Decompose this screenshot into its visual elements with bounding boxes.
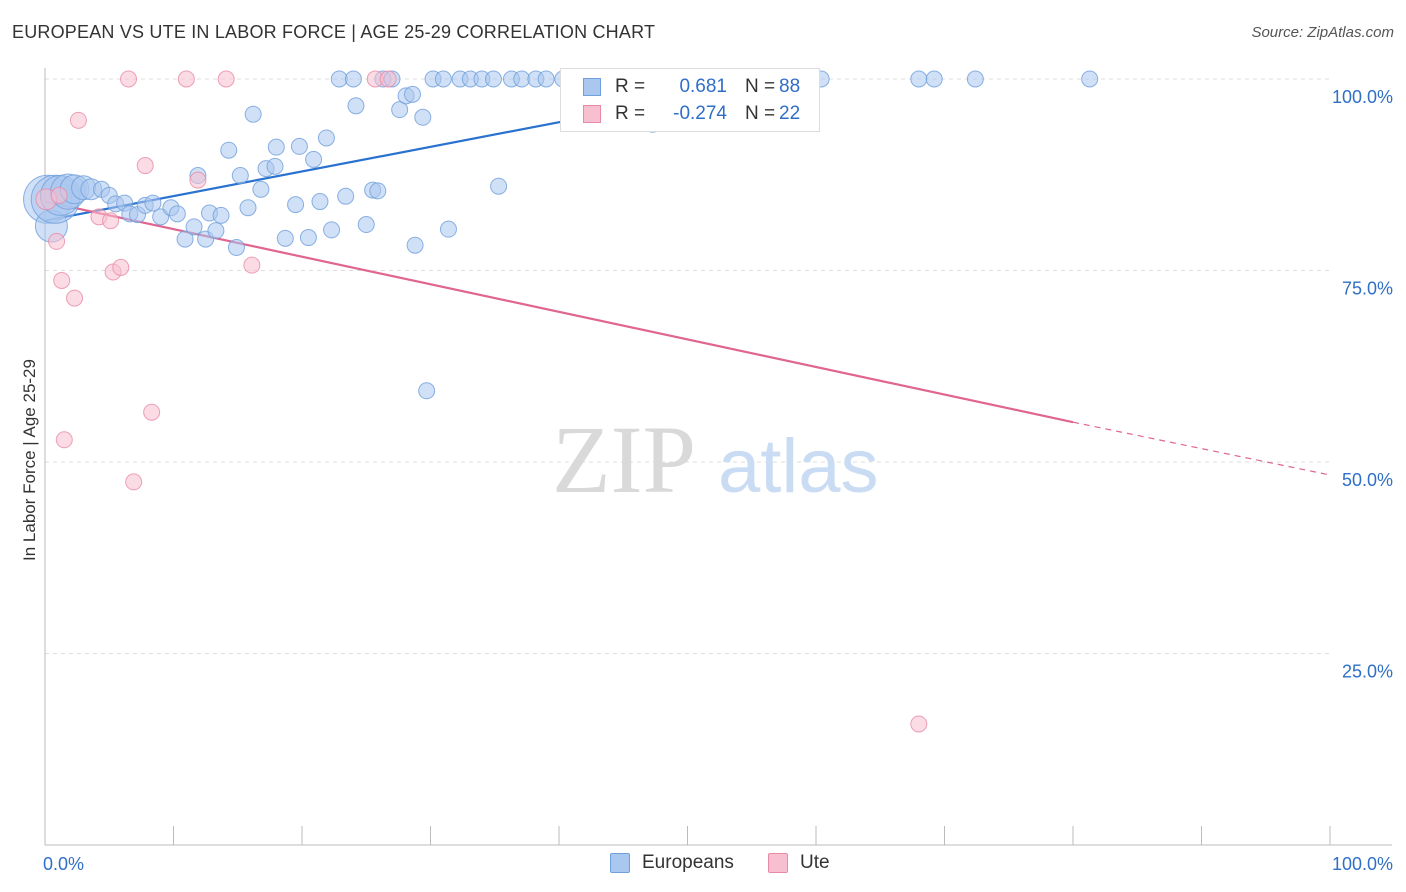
europeans-point bbox=[406, 236, 424, 254]
points-layer bbox=[23, 70, 1099, 733]
europeans-point bbox=[290, 137, 308, 155]
ute-point bbox=[177, 70, 195, 88]
europeans-point bbox=[207, 222, 225, 240]
europeans-point bbox=[266, 157, 284, 175]
stats-legend-row-ute: R = -0.274 N = 22 bbox=[583, 102, 800, 126]
europeans-point bbox=[176, 230, 194, 248]
europeans-point bbox=[323, 221, 341, 239]
series-legend: Europeans Ute bbox=[0, 852, 1406, 876]
ute-point bbox=[143, 403, 161, 421]
legend-label-ute: Ute bbox=[800, 852, 830, 873]
europeans-point bbox=[537, 70, 555, 88]
legend-item-europeans[interactable]: Europeans bbox=[610, 852, 734, 874]
chart-title: EUROPEAN VS UTE IN LABOR FORCE | AGE 25-… bbox=[12, 22, 656, 42]
europeans-point bbox=[227, 239, 245, 257]
ute-point bbox=[69, 111, 87, 129]
europeans-point bbox=[252, 180, 270, 198]
ute-point bbox=[53, 271, 71, 289]
ute-trendline-extension bbox=[1072, 421, 1331, 476]
x-tick-label: 0.0% bbox=[43, 854, 84, 874]
ute-point bbox=[55, 431, 73, 449]
ute-point bbox=[243, 256, 261, 274]
ute-point bbox=[217, 70, 235, 88]
europeans-point bbox=[337, 187, 355, 205]
r-label: R = bbox=[615, 76, 646, 97]
europeans-point bbox=[317, 129, 335, 147]
europeans-point bbox=[513, 70, 531, 88]
europeans-point bbox=[168, 205, 186, 223]
europeans-point bbox=[185, 218, 203, 236]
europeans-point bbox=[276, 229, 294, 247]
ute-point bbox=[379, 70, 397, 88]
europeans-point bbox=[490, 177, 508, 195]
europeans-point bbox=[357, 216, 375, 234]
europeans-point bbox=[966, 70, 984, 88]
r-value: 0.681 bbox=[679, 76, 727, 97]
europeans-point bbox=[287, 196, 305, 214]
europeans-legend-swatch bbox=[610, 853, 630, 873]
europeans-point bbox=[404, 85, 422, 103]
europeans-point bbox=[311, 193, 329, 211]
europeans-point bbox=[267, 138, 285, 156]
source-label: Source: ZipAtlas.com bbox=[1251, 24, 1394, 41]
europeans-point bbox=[144, 194, 162, 212]
grid-layer bbox=[45, 78, 1330, 654]
n-label: N = bbox=[745, 103, 776, 124]
europeans-point bbox=[231, 167, 249, 185]
ute-point bbox=[136, 157, 154, 175]
stats-legend: R = 0.681 N = 88 R = -0.274 N = 22 bbox=[560, 68, 820, 132]
legend-item-ute[interactable]: Ute bbox=[768, 852, 830, 874]
europeans-point bbox=[347, 97, 365, 115]
europeans-point bbox=[391, 101, 409, 119]
y-tick-label: 100.0% bbox=[1332, 87, 1393, 107]
ute-point bbox=[910, 715, 928, 733]
legend-label-europeans: Europeans bbox=[642, 852, 734, 873]
europeans-point bbox=[244, 105, 262, 123]
ute-point bbox=[48, 232, 66, 250]
ute-point bbox=[102, 212, 120, 230]
europeans-point bbox=[439, 220, 457, 238]
ute-point bbox=[66, 289, 84, 307]
europeans-point bbox=[344, 70, 362, 88]
europeans-point bbox=[484, 70, 502, 88]
ute-legend-swatch bbox=[768, 853, 788, 873]
europeans-point bbox=[1081, 70, 1099, 88]
europeans-point bbox=[434, 70, 452, 88]
stats-legend-row-europeans: R = 0.681 N = 88 bbox=[583, 75, 800, 99]
europeans-point bbox=[414, 108, 432, 126]
ute-point bbox=[50, 186, 68, 204]
europeans-point bbox=[925, 70, 943, 88]
europeans-point bbox=[305, 150, 323, 168]
watermark-atlas: atlas bbox=[718, 424, 879, 509]
ute-point bbox=[112, 258, 130, 276]
ute-point bbox=[120, 70, 138, 88]
ute-point bbox=[125, 473, 143, 491]
watermark-zip: ZIP bbox=[552, 406, 696, 513]
europeans-swatch bbox=[583, 78, 601, 96]
europeans-point bbox=[239, 199, 257, 217]
labels-layer: 100.0% 75.0% 50.0% 25.0% 0.0% 100.0% bbox=[43, 87, 1393, 874]
europeans-point bbox=[369, 182, 387, 200]
y-tick-label: 25.0% bbox=[1342, 662, 1393, 682]
n-value: 22 bbox=[779, 103, 801, 124]
europeans-point bbox=[910, 70, 928, 88]
europeans-point bbox=[299, 229, 317, 247]
europeans-point bbox=[418, 382, 436, 400]
ute-swatch bbox=[583, 105, 601, 123]
y-tick-label: 75.0% bbox=[1342, 279, 1393, 299]
ute-point bbox=[189, 171, 207, 189]
r-label: R = bbox=[615, 103, 646, 124]
europeans-point bbox=[220, 141, 238, 159]
n-value: 88 bbox=[779, 76, 801, 97]
r-value: -0.274 bbox=[673, 103, 727, 124]
y-tick-label: 50.0% bbox=[1342, 470, 1393, 490]
europeans-point bbox=[330, 70, 348, 88]
x-tick-label: 100.0% bbox=[1332, 854, 1393, 874]
n-label: N = bbox=[745, 76, 776, 97]
europeans-point bbox=[212, 206, 230, 224]
